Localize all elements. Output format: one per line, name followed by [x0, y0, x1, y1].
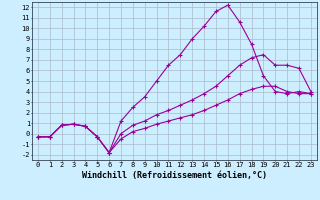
X-axis label: Windchill (Refroidissement éolien,°C): Windchill (Refroidissement éolien,°C) — [82, 171, 267, 180]
